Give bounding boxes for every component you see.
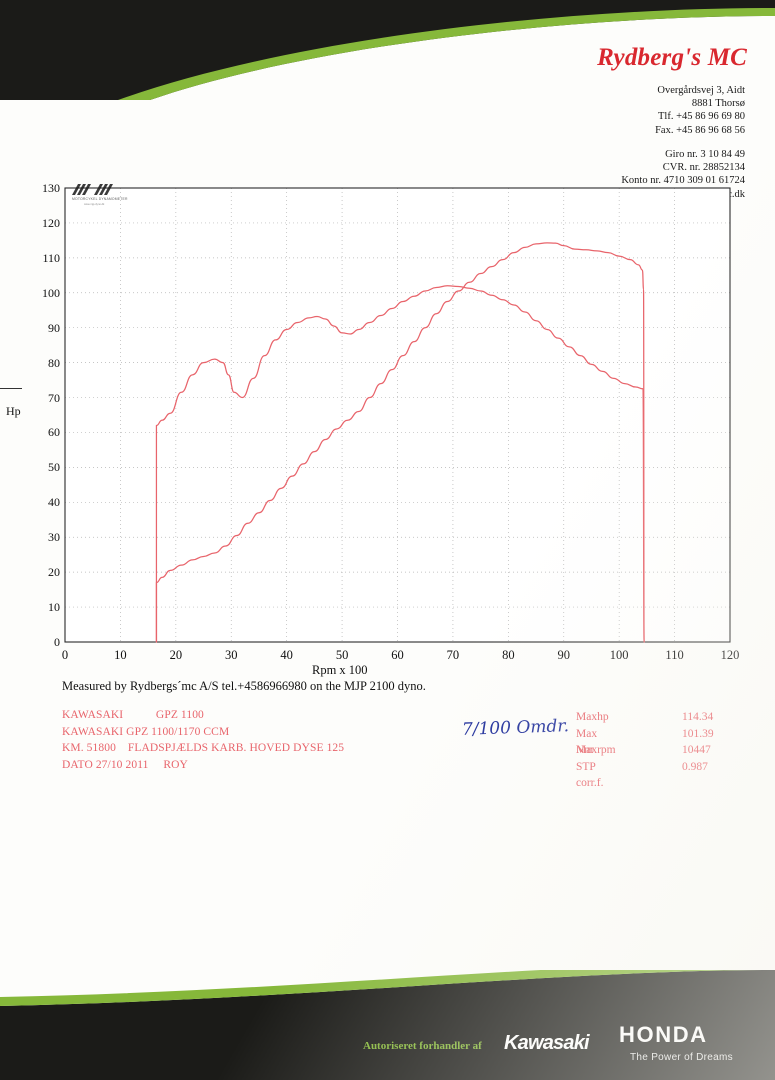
giro-line: Giro nr. 3 10 84 49: [665, 149, 745, 160]
address-line: Overgårdsvej 3, Aidt: [657, 85, 745, 96]
result-value: 10447: [682, 744, 711, 757]
contact-address-block: Overgårdsvej 3, Aidt 8881 Thorsø Tlf. +4…: [655, 84, 745, 137]
handwritten-annotation: 7/100 Omdr.: [461, 716, 570, 740]
address-line: 8881 Thorsø: [691, 98, 745, 110]
result-value: 114.34: [682, 711, 714, 723]
honda-logo: HONDA: [619, 1022, 708, 1047]
result-value: 0.987: [682, 760, 708, 773]
vehicle-line-make-model: KAWASAKI GPZ 1100: [62, 709, 204, 721]
mjp-dyno-watermark-logo: MOTORCYKEL DYNAMOMETER www.mjp-dyno.dk: [70, 183, 154, 209]
phone-line: Tlf. +45 86 96 69 80: [658, 111, 745, 123]
honda-tagline: The Power of Dreams: [630, 1052, 733, 1063]
kawasaki-logo: Kawasaki: [504, 1032, 590, 1054]
dyno-chart-plot: [64, 187, 731, 643]
vehicle-line-mileage-carb: KM. 51800 FLADSPJÆLDS KARB. HOVED DYSE 1…: [62, 742, 345, 755]
watermark-url: www.mjp-dyno.dk: [84, 203, 105, 206]
measurement-note: Measured by Rydbergs´mc A/S tel.+4586966…: [62, 679, 426, 693]
authorized-dealer-text: Autoriseret forhandler af: [363, 1040, 482, 1052]
fax-line: Fax. +45 86 96 68 56: [655, 124, 745, 136]
result-label: STP corr.f.: [576, 760, 604, 790]
vehicle-info-block: KAWASAKI GPZ 1100 KAWASAKI GPZ 1100/1170…: [62, 707, 344, 773]
vehicle-line-date-operator: DATO 27/10 2011 ROY: [62, 758, 188, 771]
result-label: Maxhp: [576, 711, 609, 723]
company-logo-text: Rydberg's MC: [597, 44, 747, 71]
watermark-subtitle: MOTORCYKEL DYNAMOMETER: [72, 197, 128, 201]
vehicle-line-displacement: KAWASAKI GPZ 1100/1170 CCM: [62, 725, 230, 738]
result-label: Maxrpm: [576, 744, 616, 757]
result-value: 101.39: [682, 727, 714, 740]
